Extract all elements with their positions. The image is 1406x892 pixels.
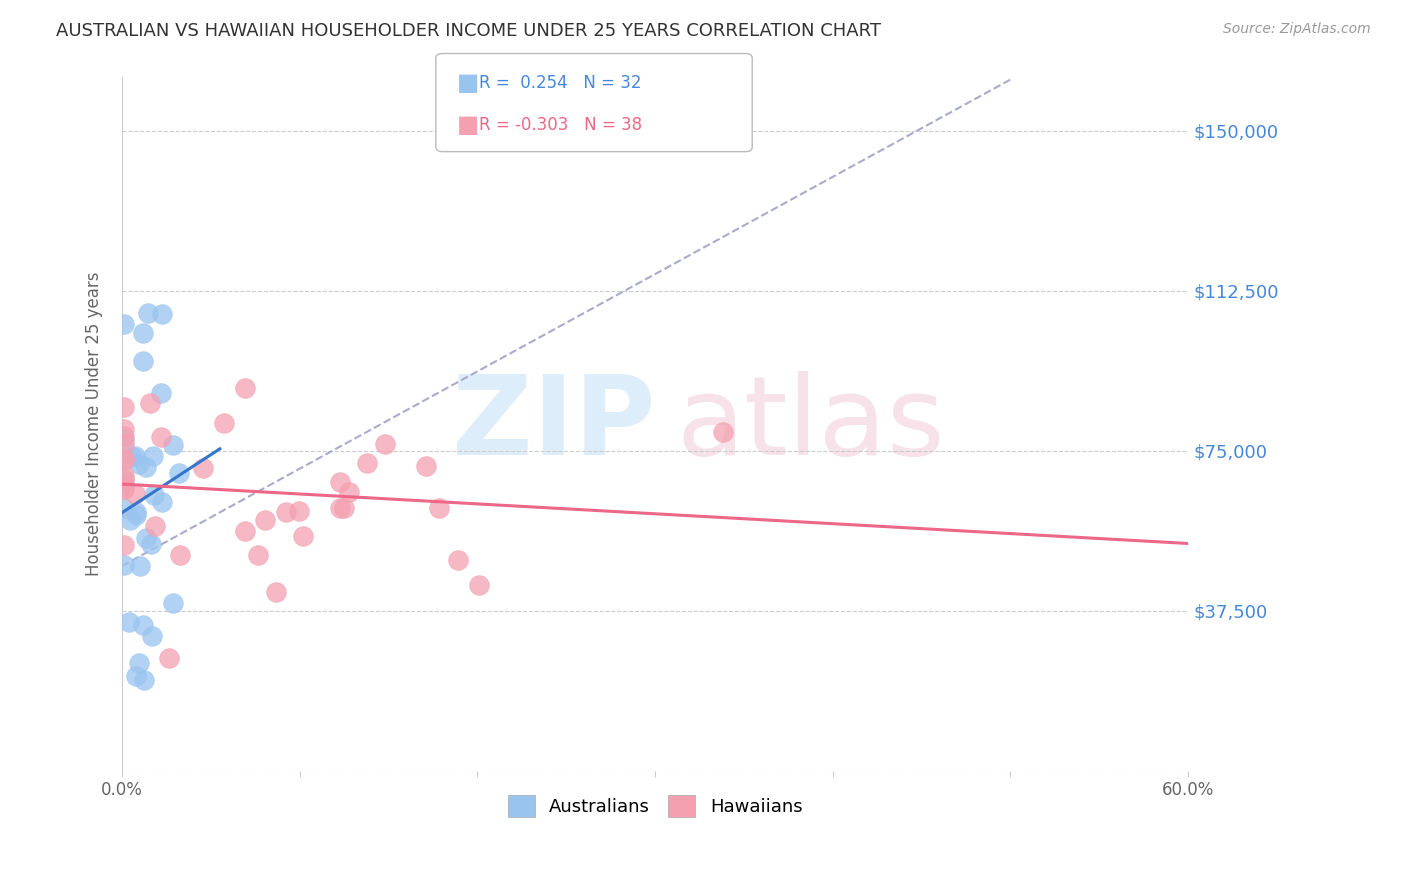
Point [152, 307, 174, 321]
Point [112, 483, 135, 497]
Point [112, 558, 135, 573]
Point [128, 657, 150, 671]
Point [112, 422, 135, 436]
Point [233, 524, 256, 538]
Text: Source: ZipAtlas.com: Source: ZipAtlas.com [1223, 22, 1371, 37]
Point [264, 585, 287, 599]
Point [212, 417, 235, 431]
Point [291, 529, 314, 543]
Point [233, 381, 256, 395]
Text: ZIP: ZIP [451, 370, 655, 477]
Point [125, 505, 148, 519]
Point [112, 452, 135, 467]
Text: ■: ■ [457, 71, 479, 95]
Point [132, 673, 155, 687]
Point [429, 501, 451, 516]
Point [112, 437, 135, 451]
Point [287, 504, 309, 518]
Point [713, 425, 735, 439]
Point [374, 437, 396, 451]
Point [191, 461, 214, 475]
Point [128, 458, 150, 472]
Point [112, 317, 135, 331]
Point [112, 538, 135, 552]
Point [141, 629, 163, 643]
Point [356, 456, 378, 470]
Point [112, 433, 135, 447]
Point [112, 472, 135, 486]
Point [415, 458, 437, 473]
Point [112, 453, 135, 467]
Point [329, 475, 352, 489]
Point [468, 578, 491, 592]
Point [112, 428, 135, 442]
Point [132, 353, 155, 368]
Point [142, 449, 165, 463]
Point [139, 537, 162, 551]
Point [333, 500, 356, 515]
Point [337, 484, 360, 499]
Point [112, 480, 135, 494]
Point [121, 450, 143, 464]
Point [169, 466, 191, 480]
Text: ■: ■ [457, 113, 479, 136]
Text: R =  0.254   N = 32: R = 0.254 N = 32 [479, 74, 643, 92]
Point [276, 505, 298, 519]
Point [136, 306, 159, 320]
Point [150, 495, 173, 509]
Y-axis label: Householder Income Under 25 years: Householder Income Under 25 years [86, 272, 103, 576]
Point [162, 596, 184, 610]
Point [112, 401, 135, 415]
Point [132, 326, 155, 340]
Point [246, 548, 269, 562]
Point [124, 487, 146, 501]
Point [124, 449, 146, 463]
Legend: Australians, Hawaiians: Australians, Hawaiians [501, 788, 810, 824]
Point [139, 396, 162, 410]
Point [131, 617, 153, 632]
Point [112, 501, 135, 516]
Point [169, 548, 191, 562]
Text: AUSTRALIAN VS HAWAIIAN HOUSEHOLDER INCOME UNDER 25 YEARS CORRELATION CHART: AUSTRALIAN VS HAWAIIAN HOUSEHOLDER INCOM… [56, 22, 882, 40]
Point [149, 430, 172, 444]
Point [447, 553, 470, 567]
Point [150, 385, 173, 400]
Point [143, 519, 166, 533]
Point [162, 438, 184, 452]
Point [125, 508, 148, 522]
Point [129, 558, 152, 573]
Point [157, 651, 180, 665]
Point [118, 615, 141, 629]
Text: atlas: atlas [676, 370, 945, 477]
Point [112, 469, 135, 483]
Point [112, 475, 135, 490]
Text: R = -0.303   N = 38: R = -0.303 N = 38 [479, 116, 643, 134]
Point [329, 501, 352, 516]
Point [125, 669, 148, 683]
Point [135, 531, 157, 545]
Point [253, 513, 276, 527]
Point [120, 513, 142, 527]
Point [143, 488, 166, 502]
Point [135, 459, 157, 474]
